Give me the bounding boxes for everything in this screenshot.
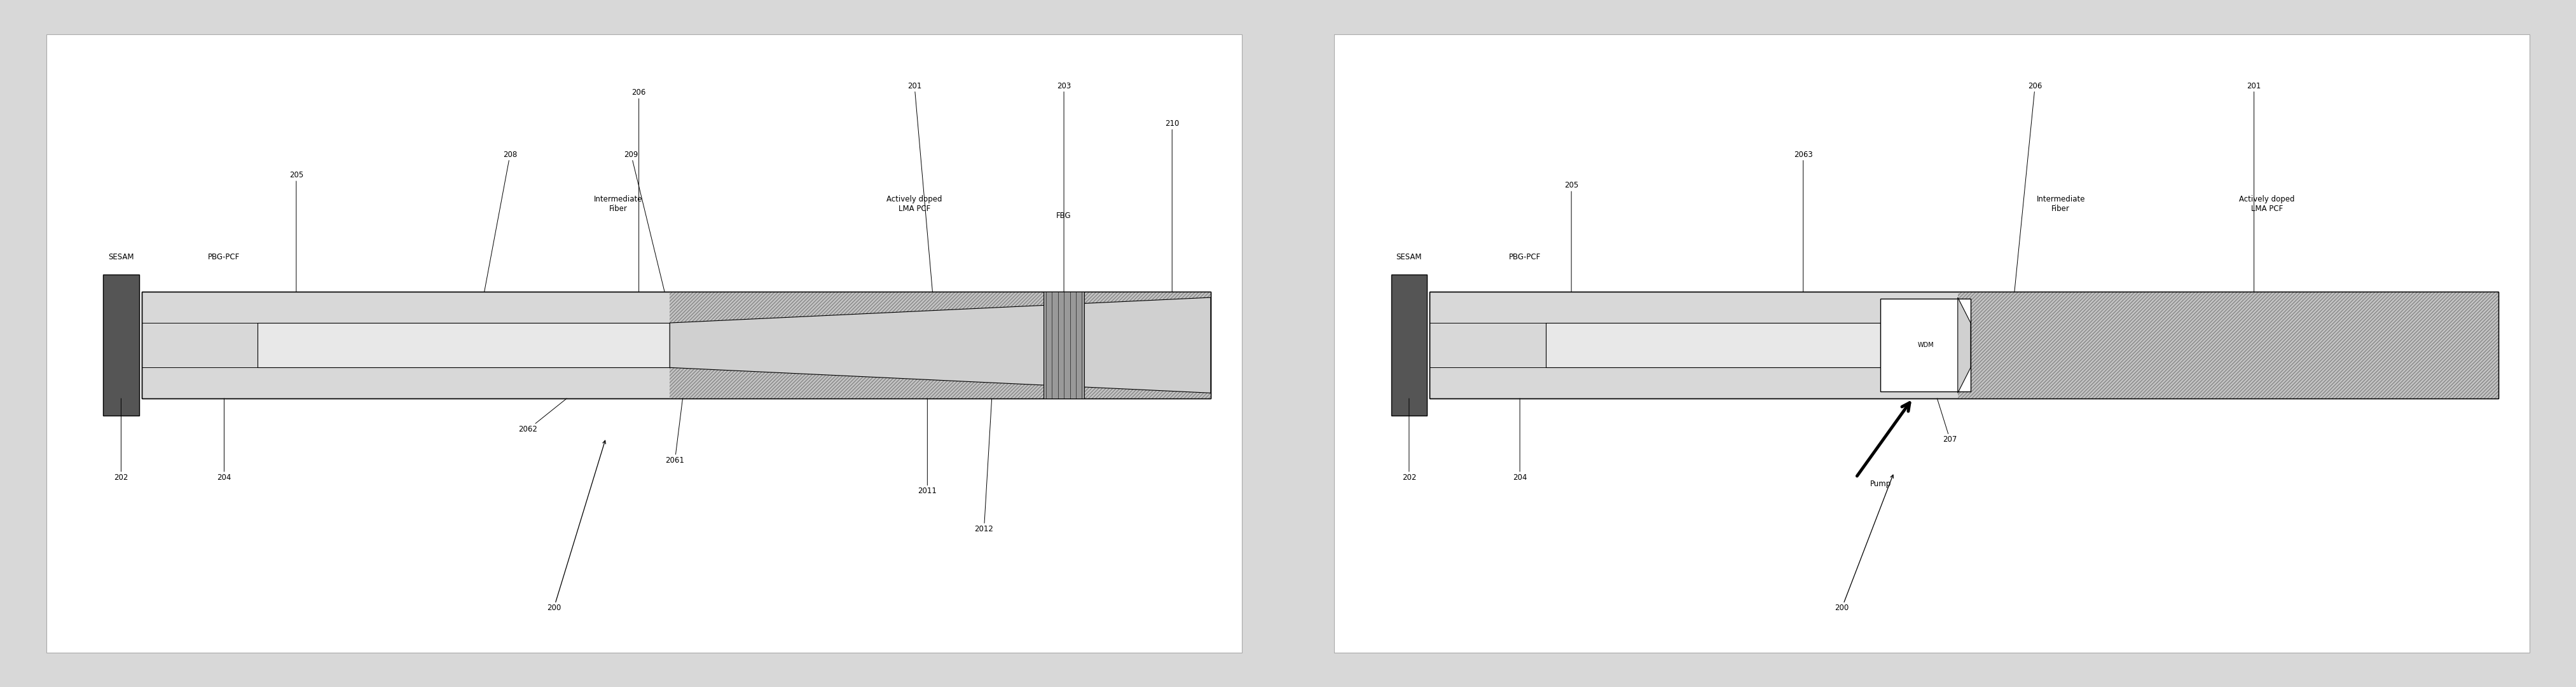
Text: FBG: FBG xyxy=(1056,212,1072,220)
Text: Intermediate
Fiber: Intermediate Fiber xyxy=(2038,195,2084,213)
Text: SESAM: SESAM xyxy=(108,253,134,261)
Text: 201: 201 xyxy=(2246,82,2262,292)
Text: 2063: 2063 xyxy=(1793,150,1814,292)
Text: 206: 206 xyxy=(2014,82,2043,292)
Text: 200: 200 xyxy=(1834,475,1893,612)
Text: WDM: WDM xyxy=(1917,342,1935,348)
Bar xyxy=(1430,292,2499,398)
Text: 204: 204 xyxy=(1512,398,1528,482)
Text: 208: 208 xyxy=(484,150,518,292)
Text: 200: 200 xyxy=(546,440,605,612)
Text: 2062: 2062 xyxy=(518,398,567,433)
Text: 202: 202 xyxy=(113,398,129,482)
Bar xyxy=(670,292,1211,398)
Text: 201: 201 xyxy=(907,82,933,292)
Text: PBG-PCF: PBG-PCF xyxy=(1510,253,1540,261)
Polygon shape xyxy=(670,297,1211,393)
Text: Actively doped
LMA PCF: Actively doped LMA PCF xyxy=(886,195,943,213)
Bar xyxy=(1958,292,2499,398)
Text: 202: 202 xyxy=(1401,398,1417,482)
Text: 205: 205 xyxy=(1564,181,1579,292)
Text: 206: 206 xyxy=(631,89,647,292)
Text: Pump: Pump xyxy=(1870,480,1891,488)
Text: 203: 203 xyxy=(1056,82,1072,292)
Text: 207: 207 xyxy=(1937,398,1958,444)
Bar xyxy=(103,275,139,416)
Text: 209: 209 xyxy=(623,150,665,292)
Text: 2011: 2011 xyxy=(917,398,938,495)
Text: 205: 205 xyxy=(289,171,304,292)
Bar xyxy=(1391,275,1427,416)
FancyBboxPatch shape xyxy=(46,34,1242,653)
Text: 210: 210 xyxy=(1164,120,1180,292)
Text: 2012: 2012 xyxy=(974,398,994,533)
Text: SESAM: SESAM xyxy=(1396,253,1422,261)
Text: 2061: 2061 xyxy=(665,398,685,464)
Text: Intermediate
Fiber: Intermediate Fiber xyxy=(595,195,641,213)
Bar xyxy=(1880,299,1971,392)
Bar xyxy=(258,323,670,368)
Bar xyxy=(670,292,1211,398)
Bar xyxy=(142,292,1211,398)
Text: PBG-PCF: PBG-PCF xyxy=(209,253,240,261)
Bar xyxy=(1430,292,2499,398)
Bar xyxy=(1958,292,2499,398)
Bar xyxy=(142,292,1211,398)
FancyBboxPatch shape xyxy=(1334,34,2530,653)
Text: Actively doped
LMA PCF: Actively doped LMA PCF xyxy=(2239,195,2295,213)
Bar xyxy=(1043,292,1084,398)
Bar xyxy=(1546,323,1880,368)
Text: 204: 204 xyxy=(216,398,232,482)
Polygon shape xyxy=(1958,297,1971,393)
